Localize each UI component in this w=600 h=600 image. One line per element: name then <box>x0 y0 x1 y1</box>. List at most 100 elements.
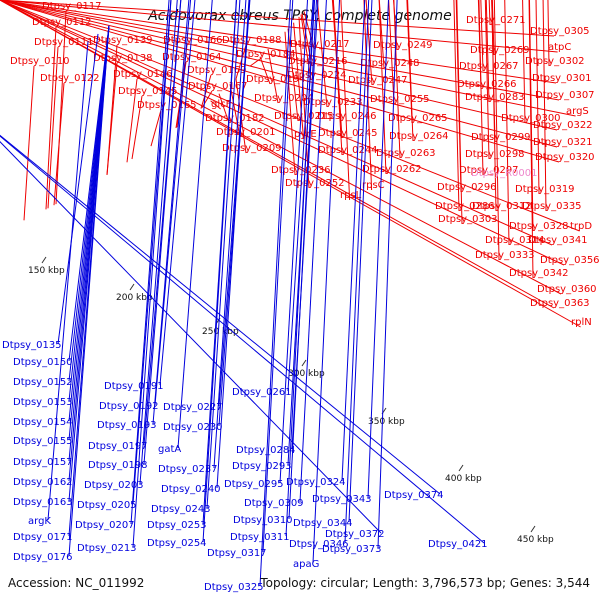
forward-gene-label: Dtpsy_0341 <box>528 235 588 246</box>
forward-gene-label: Dtpsy_0320 <box>535 152 595 163</box>
reverse-leader-line <box>291 0 319 450</box>
forward-leader-line <box>493 0 500 261</box>
scale-tick <box>41 256 47 264</box>
forward-gene-label: Dtpsy_0165 <box>137 100 197 111</box>
reverse-leader-line <box>344 0 370 544</box>
forward-gene-label: Dtpsy_0111 <box>34 37 94 48</box>
forward-leader-line <box>126 78 138 163</box>
forward-leader-line <box>0 0 580 232</box>
reverse-gene-label: Dtpsy_0152 <box>13 377 73 388</box>
accession-label: Accession: NC_011992 <box>8 576 145 590</box>
reverse-leader-line <box>0 134 441 495</box>
reverse-gene-label: Dtpsy_0346 <box>289 539 349 550</box>
reverse-gene-label: Dtpsy_0374 <box>384 490 444 501</box>
reverse-leader-line <box>57 33 99 345</box>
reverse-leader-line <box>154 0 192 406</box>
forward-gene-label: pyrE <box>294 129 317 140</box>
reverse-leader-line <box>367 0 389 499</box>
forward-leader-line <box>340 0 351 201</box>
forward-gene-label: Dtpsy_0301 <box>532 73 592 84</box>
reverse-gene-label: Dtpsy_0253 <box>147 520 207 531</box>
forward-leader-line <box>218 93 230 124</box>
forward-gene-label: Dtpsy_0255 <box>370 94 430 105</box>
reverse-leader-line <box>287 0 314 392</box>
forward-gene-label: trpD <box>570 221 592 232</box>
reverse-gene-label: Dtpsy_0154 <box>13 417 73 428</box>
forward-gene-label: Dtpsy_0335 <box>522 201 582 212</box>
forward-leader-line <box>478 0 484 176</box>
forward-gene-label: Dtpsy_0247 <box>348 75 408 86</box>
reverse-gene-label: Dtpsy_0311 <box>230 532 290 543</box>
scale-label: 350 kbp <box>368 417 405 427</box>
forward-gene-label: Dtpsy_0265 <box>388 113 448 124</box>
reverse-leader-line <box>47 41 89 521</box>
reverse-gene-label: Dtpsy_0157 <box>13 457 73 468</box>
reverse-leader-line <box>259 0 291 587</box>
forward-leader-line <box>378 0 387 175</box>
forward-gene-label: Dtpsy_0164 <box>162 52 222 63</box>
reverse-gene-label: Dtpsy_0198 <box>88 460 148 471</box>
reverse-gene-label: Dtpsy_0295 <box>224 479 284 490</box>
scale-label: 200 kbp <box>116 293 153 303</box>
reverse-gene-label: Dtpsy_0171 <box>13 532 73 543</box>
forward-gene-label: Dtpsy_0302 <box>525 56 585 67</box>
scale-tick <box>301 359 307 367</box>
forward-gene-label: Dtpsy_0138 <box>93 53 153 64</box>
forward-gene-label: Dtpsy_0263 <box>376 148 436 159</box>
reverse-leader-line <box>130 0 170 525</box>
reverse-leader-line <box>0 135 485 544</box>
forward-gene-label: Dtpsy_0267 <box>459 61 519 72</box>
forward-leader-line <box>378 0 385 69</box>
forward-leader-line <box>293 22 305 140</box>
reverse-gene-label: Dtpsy_0372 <box>325 529 385 540</box>
forward-gene-label: Dtpsy_0269 <box>470 45 530 56</box>
forward-gene-label: Dtpsy_0360 <box>537 284 597 295</box>
forward-leader-line <box>316 0 328 108</box>
reverse-gene-label: Dtpsy_0135 <box>2 340 62 351</box>
forward-gene-label: Dtpsy_0245 <box>318 128 378 139</box>
forward-gene-label: Dtpsy_0209 <box>222 143 282 154</box>
reverse-gene-label: argK <box>28 516 51 527</box>
reverse-gene-label: Dtpsy_0324 <box>286 477 346 488</box>
forward-gene-labels: Dtpsy_0117Dtpsy_0112Dtpsy_0111Dtpsy_0110… <box>0 0 600 328</box>
reverse-gene-label: Dtpsy_0227 <box>163 402 223 413</box>
forward-leader-line <box>0 0 560 163</box>
forward-gene-label: rpsC <box>362 180 385 191</box>
forward-gene-label: Dtpsy_0264 <box>389 131 449 142</box>
forward-gene-label: Dtpsy_0321 <box>533 137 593 148</box>
forward-gene-label: Dtpsy_0217 <box>290 39 350 50</box>
forward-gene-label: rplN <box>571 317 592 328</box>
forward-gene-label: Dtpsy_0110 <box>10 56 70 67</box>
forward-leader-line <box>0 0 565 266</box>
reverse-gene-label: Dtpsy_0153 <box>13 397 73 408</box>
forward-leader-line <box>301 13 313 67</box>
forward-leader-line <box>45 26 57 210</box>
scale-label: 250 kbp <box>202 327 239 337</box>
forward-gene-label: Dtpsy_0182 <box>205 113 265 124</box>
scale-tick <box>129 283 135 291</box>
forward-leader-line <box>0 0 558 148</box>
forward-leader-line <box>365 0 373 86</box>
forward-leader-line <box>210 100 221 110</box>
forward-leader-line <box>453 0 460 212</box>
forward-leader-line <box>106 62 118 176</box>
forward-gene-label: Dtpsy_0201 <box>216 127 276 138</box>
figure-title: Acidovorax ebreus TPSY, complete genome <box>148 8 452 24</box>
reverse-leader-line <box>206 0 241 509</box>
reverse-leader-line <box>143 0 182 465</box>
reverse-leader-line <box>285 0 315 537</box>
reverse-gene-label: Dtpsy_0293 <box>232 461 292 472</box>
reverse-gene-label: Dtpsy_0344 <box>293 518 353 529</box>
forward-gene-label: Dtpsy_0122 <box>40 73 100 84</box>
forward-gene-label: Dtpsy_0342 <box>509 268 569 279</box>
reverse-gene-label: Dtpsy_0243 <box>151 504 211 515</box>
reverse-leader-line <box>312 0 341 564</box>
rna-gene-label: Dtpsy_R0001 <box>471 168 538 179</box>
reverse-leader-line <box>132 0 172 548</box>
reverse-leader-line <box>216 0 250 489</box>
reverse-gene-label: Dtpsy_0197 <box>88 441 148 452</box>
forward-gene-label: Dtpsy_0319 <box>515 184 575 195</box>
reverse-gene-label: Dtpsy_0240 <box>161 484 221 495</box>
forward-gene-label: Dtpsy_0233 <box>303 97 363 108</box>
